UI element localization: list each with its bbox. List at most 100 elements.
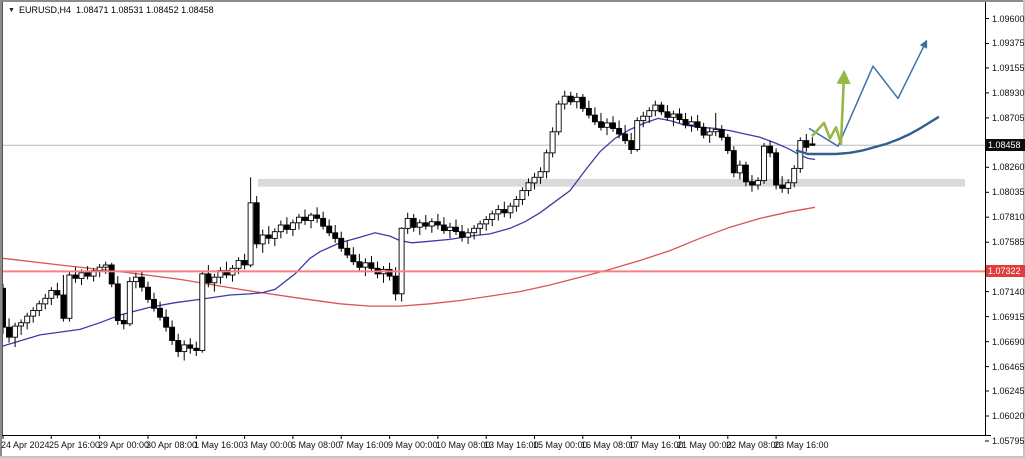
candle xyxy=(706,127,713,143)
candle xyxy=(84,266,91,280)
candle xyxy=(652,100,659,117)
candle xyxy=(519,187,526,205)
candle xyxy=(277,220,284,239)
candle xyxy=(700,122,707,139)
candle xyxy=(126,277,133,327)
candle xyxy=(42,293,49,310)
candle xyxy=(114,276,121,325)
candle xyxy=(344,240,351,259)
candle xyxy=(404,212,411,234)
candle xyxy=(495,205,502,221)
candle xyxy=(145,281,151,303)
candle xyxy=(459,225,465,242)
candle xyxy=(622,125,629,144)
candle xyxy=(755,177,761,190)
candle xyxy=(187,338,194,354)
chart-ohlc-values: 1.08471 1.08531 1.08452 1.08458 xyxy=(75,5,214,15)
candle xyxy=(416,219,423,235)
candle xyxy=(616,120,623,139)
candle xyxy=(489,210,496,227)
candle xyxy=(398,227,405,302)
candle xyxy=(302,209,308,225)
candle xyxy=(537,167,544,184)
candle xyxy=(501,201,508,218)
candle xyxy=(628,132,635,154)
candle xyxy=(585,100,592,119)
candle xyxy=(742,161,749,187)
candle xyxy=(428,218,435,233)
candle xyxy=(193,341,200,356)
candle xyxy=(694,115,701,131)
candle xyxy=(157,301,163,321)
candle xyxy=(646,107,653,123)
ma-blue-line[interactable] xyxy=(2,117,816,347)
candle xyxy=(543,149,550,179)
candle xyxy=(610,116,616,132)
candle xyxy=(803,134,810,152)
blue-scenario-arrow[interactable] xyxy=(808,39,928,147)
chart-dropdown-icon[interactable]: ▼ xyxy=(8,7,15,14)
candle xyxy=(18,319,25,335)
candle xyxy=(332,225,339,243)
candle xyxy=(453,219,459,235)
candle xyxy=(682,112,689,129)
candle xyxy=(664,105,671,121)
candle xyxy=(60,275,67,322)
projection-curve[interactable] xyxy=(795,116,940,156)
candle xyxy=(356,253,363,272)
candle xyxy=(72,267,79,283)
candle xyxy=(531,172,538,190)
candle xyxy=(229,265,236,282)
candle xyxy=(66,270,73,322)
candle xyxy=(749,175,755,192)
candle xyxy=(253,196,260,249)
candle xyxy=(604,118,610,136)
candle xyxy=(410,213,417,232)
candle xyxy=(374,261,381,279)
candle xyxy=(591,107,598,126)
candle xyxy=(362,258,369,277)
candle xyxy=(477,220,484,235)
chart-title: ▼ EURUSD,H4 1.08471 1.08531 1.08452 1.084… xyxy=(8,5,214,15)
candle xyxy=(676,108,683,123)
candle xyxy=(54,282,61,299)
candle xyxy=(108,262,115,288)
candle xyxy=(718,125,725,141)
candle xyxy=(308,212,314,229)
candle xyxy=(320,211,327,230)
candle xyxy=(217,267,224,284)
candle xyxy=(761,142,767,184)
candle xyxy=(36,300,43,317)
candle xyxy=(6,318,12,343)
candle xyxy=(181,340,188,361)
candle xyxy=(223,261,230,279)
candle xyxy=(555,100,562,136)
candle xyxy=(549,127,556,158)
candle xyxy=(241,253,248,270)
candle xyxy=(296,213,302,230)
candle xyxy=(561,90,568,110)
candle xyxy=(368,256,375,272)
candle xyxy=(447,222,453,239)
candle xyxy=(809,137,816,146)
candle xyxy=(712,112,719,137)
resistance-band[interactable] xyxy=(258,178,965,187)
candle xyxy=(12,322,19,348)
candle xyxy=(283,217,290,234)
candle xyxy=(259,229,266,253)
candle xyxy=(579,94,586,112)
ma-red-line[interactable] xyxy=(2,206,816,307)
candle xyxy=(271,228,278,247)
candle xyxy=(30,307,37,323)
candle xyxy=(24,312,31,330)
candle xyxy=(483,216,490,231)
green-scenario-arrow[interactable] xyxy=(811,69,851,146)
candle xyxy=(120,313,127,330)
candle xyxy=(640,111,647,128)
candle xyxy=(169,320,176,345)
candle xyxy=(90,268,97,282)
candle xyxy=(471,225,478,240)
candle xyxy=(338,231,345,252)
